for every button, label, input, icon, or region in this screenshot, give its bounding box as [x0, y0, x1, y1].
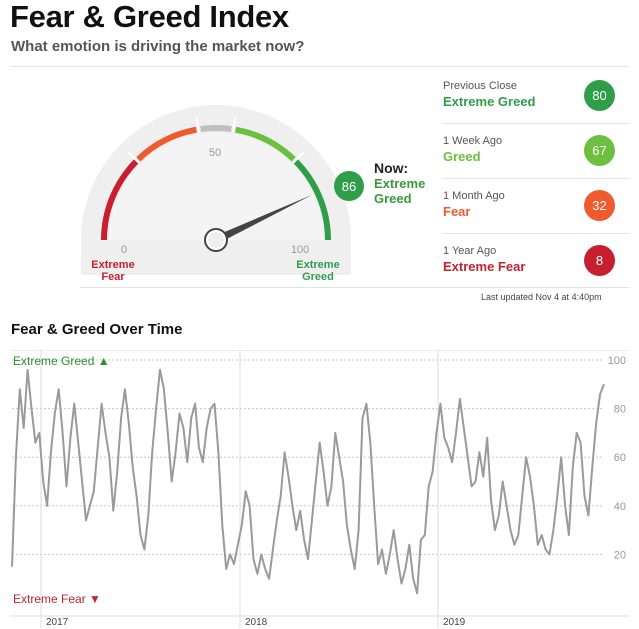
- history-score-badge: 67: [584, 135, 615, 166]
- now-rating: Extreme Greed: [374, 176, 426, 206]
- gauge-needle-hub-inner: [208, 232, 224, 248]
- gauge-end-label: Fear: [101, 271, 125, 283]
- x-tick-label: 2019: [443, 617, 466, 628]
- gauge-arc-segment: [200, 125, 232, 133]
- gauge-tick-label: 0: [121, 244, 127, 256]
- gauge-end-label: Greed: [302, 271, 334, 283]
- gauge-tick: [292, 151, 305, 164]
- gauge-arc-segment: [293, 158, 331, 241]
- history-label: 1 Month Ago: [443, 190, 505, 202]
- history-1-year-ago: 1 Year Ago Extreme Fear 8: [442, 245, 622, 299]
- history-rating: Greed: [443, 149, 481, 164]
- history-label: Previous Close: [443, 80, 517, 92]
- x-tick-label: 2018: [245, 617, 268, 628]
- gauge-end-label: Extreme: [91, 259, 134, 271]
- gauge-tick: [195, 117, 200, 133]
- y-tick-label: 80: [614, 404, 626, 416]
- gauge-tick: [232, 117, 237, 133]
- fear-greed-over-time-chart: 20 40 60 80 100 2017 2018 2019: [10, 350, 629, 628]
- gauge-needle: [214, 194, 312, 244]
- extreme-greed-label: Extreme Greed ▲: [13, 354, 110, 368]
- fear-greed-line: [11, 368, 605, 595]
- gauge-value-badge: [334, 171, 364, 201]
- history-score-badge: 8: [584, 245, 615, 276]
- history-label: 1 Week Ago: [443, 135, 503, 147]
- history-rating: Extreme Greed: [443, 94, 536, 109]
- gauge-tick: [127, 151, 140, 164]
- gauge-arc-segment: [136, 126, 197, 162]
- y-tick-label: 40: [614, 501, 626, 513]
- y-tick-label: 60: [614, 452, 626, 464]
- gauge-divider: [80, 287, 629, 288]
- row-divider: [442, 178, 630, 179]
- history-1-month-ago: 1 Month Ago Fear 32: [442, 190, 622, 244]
- history-score-badge: 80: [584, 80, 615, 111]
- row-divider: [442, 123, 630, 124]
- extreme-fear-label: Extreme Fear ▼: [13, 592, 101, 606]
- header-divider: [10, 66, 629, 67]
- now-label: Now:: [374, 160, 409, 176]
- history-rating: Extreme Fear: [443, 259, 526, 274]
- gauge-end-label: Extreme: [296, 259, 339, 271]
- history-label: 1 Year Ago: [443, 245, 497, 257]
- history-score-badge: 32: [584, 190, 615, 221]
- y-tick-label: 100: [608, 355, 626, 367]
- chart-title: Fear & Greed Over Time: [11, 321, 183, 338]
- history-1-week-ago: 1 Week Ago Greed 67: [442, 135, 622, 189]
- gauge-arc-segment: [101, 158, 139, 241]
- page-title: Fear & Greed Index: [10, 0, 289, 34]
- gauge-value: 86: [342, 179, 356, 194]
- last-updated: Last updated Nov 4 at 4:40pm: [481, 292, 602, 302]
- gauge-tick-label: 100: [291, 244, 309, 256]
- page-subtitle: What emotion is driving the market now?: [11, 38, 305, 55]
- row-divider: [442, 233, 630, 234]
- gauge-arc-segment: [235, 126, 296, 162]
- history-previous-close: Previous Close Extreme Greed 80: [442, 80, 622, 134]
- history-rating: Fear: [443, 204, 471, 219]
- y-tick-label: 20: [614, 549, 626, 561]
- x-tick-label: 2017: [46, 617, 69, 628]
- gauge-tick-label: 50: [209, 147, 221, 159]
